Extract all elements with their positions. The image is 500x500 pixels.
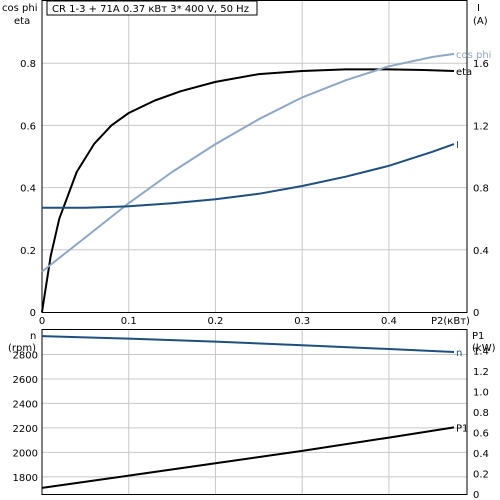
- y-left-title-bottom: eta: [14, 16, 30, 27]
- y-right-tick-label: 0.4: [473, 246, 489, 257]
- x-tick-label: 0.1: [121, 316, 137, 327]
- top-chart-grid: [42, 1, 467, 312]
- series-label-n: n: [456, 348, 462, 359]
- y-right-title: I: [477, 3, 480, 14]
- bottom-chart-ticks: 1800 2000 2200 2400 2600 2800 0 0.2 0.4 0.6 0.8 1.0…: [13, 347, 489, 500]
- bottom-chart-grid: [42, 330, 467, 494]
- x-tick-label: 0: [39, 316, 45, 327]
- chart-title: CR 1-3 + 71A 0.37 кВт 3* 400 V, 50 Hz: [52, 4, 249, 15]
- bottom-chart: n P1 1800 2000 2200 2400 2600 2800 0 0.2 0.4 0.6 0.…: [8, 329, 496, 500]
- y-left-tick-label: 0.6: [20, 121, 36, 132]
- series-label-p1: P1: [456, 423, 468, 434]
- y-right-tick-label: 1.6: [473, 59, 489, 70]
- y-left-tick-label: 0.4: [20, 184, 36, 195]
- series-line-n: [41, 335, 455, 353]
- x-tick-label: 0.3: [294, 316, 310, 327]
- y-left-tick-label: 0.8: [20, 59, 36, 70]
- y-right-title-p1: P1: [472, 331, 484, 342]
- top-chart-ticks: 0 0.1 0.2 0.3 0.4 0 0.2 0.4 0.6 0.8 0 0.4 0.8 1.2 1.6: [20, 59, 489, 327]
- bottom-chart-series: n P1: [41, 335, 468, 489]
- y-left-tick-label: 0.2: [20, 246, 36, 257]
- x-tick-label: 0.4: [381, 316, 397, 327]
- series-line-eta: [41, 68, 455, 313]
- y-left-tick-label: 2000: [13, 448, 38, 459]
- series-line-cos-phi: [41, 52, 455, 273]
- y-left-tick-label: 2200: [13, 424, 38, 435]
- title-box: [46, 0, 258, 16]
- y-right-tick-label: 0.4: [473, 449, 489, 460]
- x-tick-label: 0.2: [208, 316, 224, 327]
- y-left-title-n: n: [30, 331, 36, 342]
- y-right-tick-label: 0.8: [473, 184, 489, 195]
- y-left-unit-rpm: (rpm): [8, 343, 36, 354]
- y-right-tick-label: 0.6: [473, 429, 489, 440]
- series-line-p1: [41, 426, 455, 489]
- y-left-tick-label: 0: [30, 308, 36, 319]
- y-right-tick-label: 1.4: [473, 347, 489, 358]
- y-right-tick-label: 0.2: [473, 470, 489, 481]
- top-chart-frame: [41, 0, 468, 313]
- x-axis-title: P2(кВт): [431, 316, 470, 327]
- y-right-tick-label: 1.2: [473, 121, 489, 132]
- bottom-chart-frame: [41, 329, 468, 495]
- top-chart-series: eta cos phi I: [41, 50, 491, 313]
- y-right-tick-label: 0.8: [473, 408, 489, 419]
- y-right-unit: (A): [473, 16, 488, 27]
- series-label-eta: eta: [456, 67, 472, 78]
- series-label-i: I: [456, 140, 459, 151]
- series-label-cos-phi: cos phi: [456, 50, 491, 61]
- y-left-title-top: cos phi: [2, 3, 37, 14]
- series-line-i: [42, 143, 455, 209]
- y-left-tick-label: 1800: [13, 473, 38, 484]
- y-left-tick-label: 2800: [13, 350, 38, 361]
- y-right-tick-label: 0: [473, 308, 479, 319]
- y-right-tick-label: 0: [473, 490, 479, 500]
- y-left-tick-label: 2400: [13, 399, 38, 410]
- y-left-tick-label: 2600: [13, 375, 38, 386]
- y-right-tick-label: 1.0: [473, 388, 489, 399]
- y-right-unit-kw: (kW): [472, 343, 496, 354]
- y-right-tick-label: 1.2: [473, 367, 489, 378]
